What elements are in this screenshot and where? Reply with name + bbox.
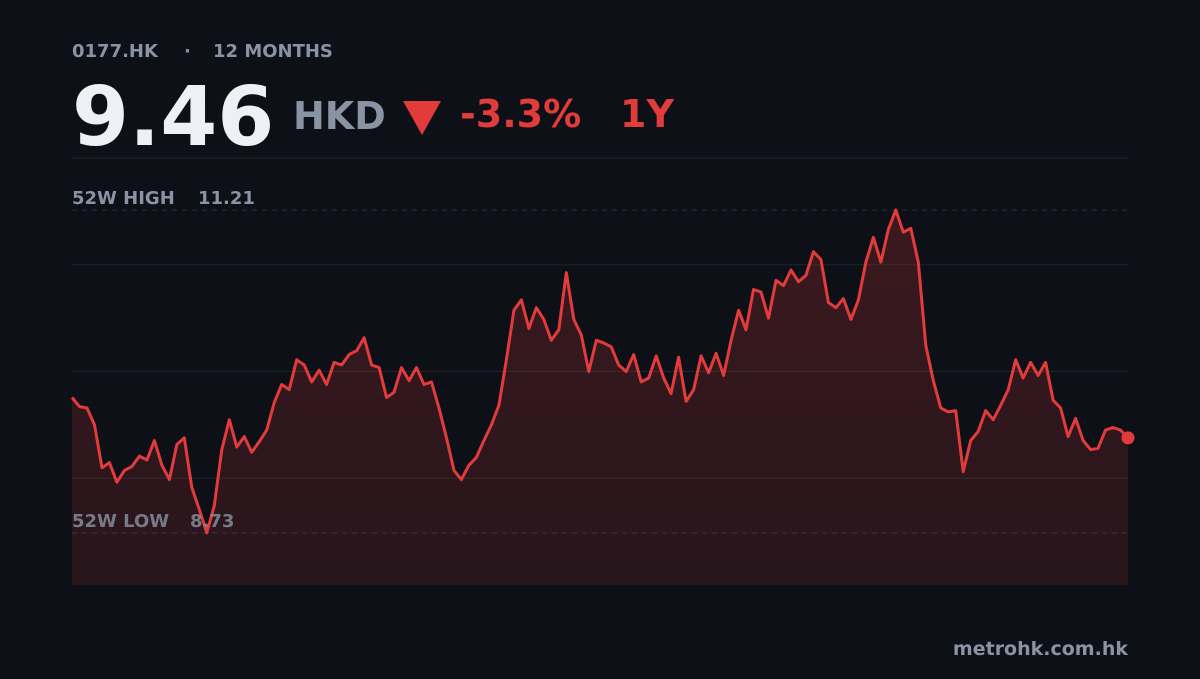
separator: · — [184, 41, 191, 62]
currency: HKD — [293, 94, 386, 138]
ticker: 0177.HK — [72, 41, 159, 62]
area — [72, 210, 1128, 585]
plot: 52W HIGH 11.21 52W LOW 8.73 — [70, 157, 1135, 585]
last-point — [1121, 431, 1135, 445]
down-arrow — [403, 101, 441, 135]
period: 12 MONTHS — [213, 41, 333, 62]
low-value: 8.73 — [190, 511, 234, 532]
high-label: 52W HIGH — [72, 188, 175, 209]
high-value: 11.21 — [198, 188, 255, 209]
low-label: 52W LOW — [72, 511, 169, 532]
change: -3.3% — [460, 92, 581, 136]
price-line — [70, 208, 1130, 535]
source: metrohk.com.hk — [953, 638, 1128, 660]
range: 1Y — [620, 92, 674, 136]
price: 9.46 — [72, 70, 274, 165]
